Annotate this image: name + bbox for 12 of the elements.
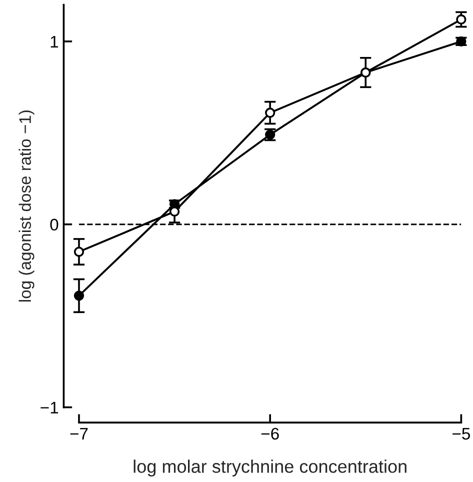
point: [74, 290, 84, 301]
point: [74, 246, 84, 257]
y-axis-title: log (agonist dose ratio −1): [18, 110, 34, 302]
y-tick-label: −1: [40, 402, 58, 414]
point: [265, 108, 276, 118]
y-tick-label: 1: [50, 36, 58, 48]
x-tick-label: −7: [70, 428, 88, 440]
x-tick-label: −6: [261, 428, 279, 440]
y-tick-label: 0: [50, 218, 58, 231]
point: [456, 14, 466, 25]
x-axis-title: log molar strychnine concentration: [134, 460, 406, 476]
x-tick-label: −5: [452, 428, 470, 440]
